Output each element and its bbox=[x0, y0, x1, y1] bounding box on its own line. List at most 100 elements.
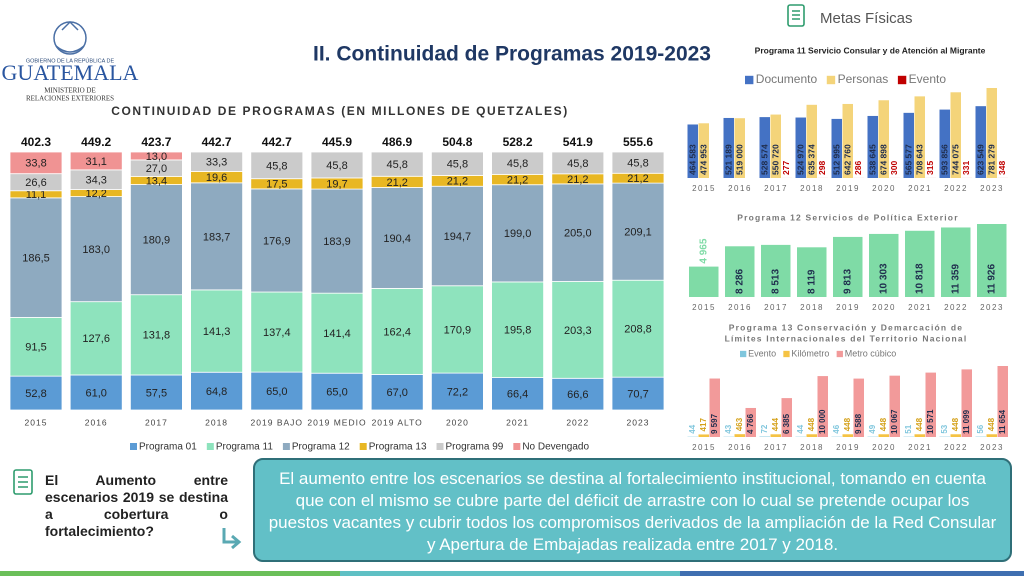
logo-text: MINISTERIO DE bbox=[44, 87, 96, 95]
x-tick-label: 2017 bbox=[145, 417, 168, 427]
bar bbox=[687, 124, 698, 178]
data-label: 8 286 bbox=[735, 269, 746, 294]
data-label: 8 119 bbox=[807, 269, 818, 294]
data-label: 674 898 bbox=[878, 144, 888, 175]
x-tick-label: 2022 bbox=[566, 417, 589, 427]
x-tick-label: 2019 bbox=[836, 184, 860, 193]
data-label: 44 bbox=[796, 424, 805, 433]
legend-label: No Devengado bbox=[522, 442, 589, 453]
legend-label: Personas bbox=[838, 72, 889, 86]
bar-segment bbox=[69, 151, 123, 171]
data-label: 744 075 bbox=[950, 144, 960, 175]
data-label: 315 bbox=[925, 161, 935, 175]
bar bbox=[833, 236, 863, 297]
total-label: 445.9 bbox=[322, 135, 352, 149]
data-label: 141,4 bbox=[323, 328, 351, 340]
data-label: 141,3 bbox=[203, 326, 231, 338]
bar-segment bbox=[250, 188, 304, 293]
data-label: 21,2 bbox=[627, 173, 648, 185]
data-label: 11,1 bbox=[26, 189, 47, 201]
data-label: 205,0 bbox=[564, 228, 592, 240]
data-label: 444 bbox=[771, 417, 780, 431]
data-label: 528 574 bbox=[759, 144, 769, 175]
chart-title: Programa 11 Servicio Consular y de Atenc… bbox=[755, 45, 986, 55]
slide-title: II. Continuidad de Programas 2019-2023 bbox=[313, 43, 711, 66]
bar-segment bbox=[69, 301, 123, 376]
data-label: 512 995 bbox=[831, 144, 841, 175]
bar bbox=[869, 233, 899, 297]
data-label: 464 583 bbox=[687, 144, 697, 175]
bar-segment bbox=[491, 151, 545, 175]
data-label: 565 577 bbox=[903, 144, 913, 175]
data-label: 10 000 bbox=[818, 409, 827, 434]
data-label: 53 bbox=[940, 424, 949, 433]
x-tick-label: 2021 bbox=[506, 417, 529, 427]
chart-title: Programa 13 Conservación y Demarcación d… bbox=[729, 322, 963, 332]
bar bbox=[842, 434, 853, 437]
data-label: 519 000 bbox=[734, 144, 744, 175]
data-label: 65,0 bbox=[266, 386, 287, 398]
data-label: 137,4 bbox=[263, 327, 291, 339]
x-tick-label: 2019 BAJO bbox=[251, 417, 303, 427]
data-label: 65,0 bbox=[326, 387, 347, 399]
data-label: 623 549 bbox=[975, 144, 985, 175]
x-tick-label: 2018 bbox=[800, 184, 824, 193]
data-label: 34,3 bbox=[85, 175, 106, 187]
x-tick-label: 2022 bbox=[944, 303, 968, 312]
x-tick-label: 2016 bbox=[85, 417, 108, 427]
x-tick-label: 2015 bbox=[692, 443, 716, 452]
bar-segment bbox=[129, 184, 183, 296]
bar bbox=[689, 266, 719, 297]
data-label: 45,8 bbox=[567, 158, 588, 170]
data-label: 45,8 bbox=[507, 158, 528, 170]
data-label: 67,0 bbox=[386, 387, 407, 399]
data-label: 417 bbox=[699, 418, 708, 432]
data-label: 10 818 bbox=[915, 263, 926, 294]
data-label: 277 bbox=[781, 161, 791, 175]
data-label: 186,5 bbox=[22, 253, 50, 265]
data-label: 19,7 bbox=[326, 178, 347, 190]
data-label: 27,0 bbox=[146, 163, 167, 175]
bar-segment bbox=[551, 281, 605, 379]
data-label: 593 856 bbox=[939, 144, 949, 175]
x-tick-label: 2020 bbox=[872, 443, 896, 452]
legend-label: Programa 11 bbox=[216, 442, 274, 453]
data-label: 209,1 bbox=[624, 227, 652, 239]
bar bbox=[745, 407, 756, 437]
chart-title: Programa 12 Servicios de Política Exteri… bbox=[737, 212, 958, 222]
data-label: 183,9 bbox=[323, 236, 351, 248]
data-label: 26,6 bbox=[25, 177, 46, 189]
bar-segment bbox=[9, 151, 63, 175]
data-label: 183,0 bbox=[82, 244, 110, 256]
bar-segment bbox=[310, 292, 364, 374]
bar-segment bbox=[129, 151, 183, 161]
data-label: 19,6 bbox=[206, 172, 227, 184]
total-label: 486.9 bbox=[382, 135, 412, 149]
data-label: 21,2 bbox=[386, 177, 407, 189]
legend-swatch bbox=[783, 350, 790, 358]
data-label: 635 374 bbox=[806, 144, 816, 175]
bar bbox=[867, 115, 878, 178]
data-label: 9 813 bbox=[843, 269, 854, 294]
data-label: 9 597 bbox=[710, 413, 719, 434]
legend-swatch bbox=[206, 443, 214, 450]
data-label: 57,5 bbox=[146, 387, 167, 399]
bar-segment bbox=[250, 151, 304, 180]
bar-segment bbox=[611, 279, 665, 378]
data-label: 11 359 bbox=[951, 264, 962, 294]
bar bbox=[770, 114, 781, 178]
bar-segment bbox=[611, 151, 665, 174]
bar-segment bbox=[69, 196, 123, 303]
x-tick-label: 2021 bbox=[908, 184, 932, 193]
data-label: 781 279 bbox=[986, 144, 996, 175]
bar-segment bbox=[9, 317, 63, 377]
x-tick-label: 2019 bbox=[836, 443, 860, 452]
data-label: 45,8 bbox=[627, 158, 648, 170]
data-label: 45,8 bbox=[386, 159, 407, 171]
data-label: 524 970 bbox=[795, 144, 805, 175]
data-label: 45,8 bbox=[266, 160, 287, 172]
data-label: 21,2 bbox=[507, 174, 528, 186]
bar bbox=[761, 244, 791, 297]
data-label: 131,8 bbox=[143, 330, 171, 342]
data-label: 10 571 bbox=[926, 409, 935, 434]
